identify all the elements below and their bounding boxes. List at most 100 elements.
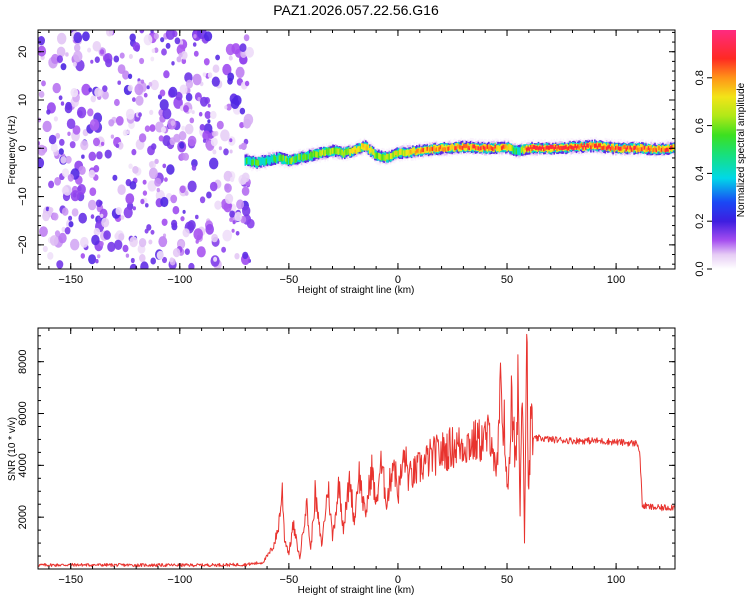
noise-blob <box>178 131 187 141</box>
ridge-cell <box>502 144 504 149</box>
ridge-cell <box>596 142 599 149</box>
noise-blob <box>87 108 94 117</box>
ridge-cell <box>622 145 625 149</box>
y-tick-label: 6000 <box>17 401 29 425</box>
ridge-cell <box>489 145 491 150</box>
noise-blob <box>185 79 193 89</box>
x-tick-label: 0 <box>395 274 401 286</box>
noise-blob <box>158 236 168 248</box>
noise-blob <box>38 36 45 46</box>
noise-blob <box>46 109 51 115</box>
noise-blob <box>125 108 135 120</box>
ridge-cell <box>264 157 266 166</box>
noise-blob <box>58 148 64 155</box>
y-tick-label: 0 <box>17 145 29 151</box>
noise-blob <box>104 149 112 159</box>
noise-blob <box>169 257 174 263</box>
noise-blob <box>93 137 100 147</box>
ridge-cell <box>328 147 330 154</box>
noise-blob <box>187 220 196 231</box>
noise-blob <box>171 61 175 66</box>
ridge-cell <box>518 147 520 156</box>
ridge-cell <box>244 157 247 166</box>
noise-blob <box>187 180 197 193</box>
spectrogram-ridge <box>244 136 675 172</box>
noise-blob <box>181 58 187 65</box>
noise-blob <box>50 143 58 153</box>
noise-blob <box>179 185 186 194</box>
noise-blob <box>126 129 131 135</box>
noise-blob <box>140 198 145 205</box>
ridge-cell <box>629 145 631 150</box>
ridge-cell <box>317 152 320 159</box>
ridge-cell <box>641 147 643 152</box>
noise-blob <box>122 70 130 80</box>
ridge-cell <box>282 154 285 161</box>
noise-blob <box>70 190 80 202</box>
ridge-cell <box>618 146 621 151</box>
ridge-cell <box>299 154 302 161</box>
spectrogram-x-label: Height of straight line (km) <box>298 285 415 296</box>
ridge-cell <box>357 146 359 153</box>
ridge-cell <box>330 148 333 154</box>
noise-blob <box>70 238 80 251</box>
ridge-cell <box>358 145 360 152</box>
noise-blob <box>38 45 47 57</box>
ridge-cell <box>367 144 370 151</box>
noise-blob <box>59 138 65 146</box>
noise-blob <box>148 81 153 87</box>
noise-blob <box>132 206 136 211</box>
noise-blob <box>221 246 227 253</box>
ridge-cell <box>485 145 487 150</box>
ridge-cell <box>258 157 261 165</box>
noise-blob <box>99 241 104 247</box>
ridge-cell <box>634 145 637 150</box>
ridge-cell <box>447 146 449 151</box>
x-tick-label: 100 <box>607 274 625 286</box>
noise-blob <box>185 93 193 102</box>
ridge-cell <box>457 145 460 152</box>
noise-blob <box>122 129 128 137</box>
ridge-cell <box>399 150 401 155</box>
noise-blob <box>123 206 133 219</box>
ridge-cell <box>347 147 350 154</box>
ridge-cell <box>529 145 532 149</box>
ridge-cell <box>594 143 596 148</box>
noise-blob <box>117 80 121 85</box>
noise-blob <box>132 97 136 102</box>
ridge-cell <box>507 144 510 151</box>
noise-blob <box>239 43 247 52</box>
ridge-cell <box>255 159 257 166</box>
noise-blob <box>156 250 164 260</box>
ridge-cell <box>451 145 453 150</box>
ridge-cell <box>446 146 448 151</box>
ridge-cell <box>600 142 603 149</box>
noise-blob <box>176 56 182 63</box>
noise-blob <box>90 95 97 103</box>
ridge-cell <box>666 147 668 152</box>
ridge-cell <box>249 157 252 166</box>
ridge-cell <box>481 144 484 149</box>
ridge-cell <box>429 147 431 152</box>
noise-blob <box>112 174 118 181</box>
noise-blob <box>170 194 178 204</box>
ridge-cell <box>477 146 480 151</box>
ridge-cell <box>351 148 354 154</box>
ridge-cell <box>276 155 278 164</box>
noise-blob <box>38 141 41 146</box>
ridge-cell <box>433 145 435 150</box>
ridge-cell <box>325 148 328 155</box>
ridge-cell <box>378 153 380 159</box>
ridge-cell <box>425 146 427 153</box>
ridge-cell <box>401 149 404 156</box>
y-tick-label: 10 <box>17 94 29 106</box>
ridge-cell <box>596 145 599 150</box>
ridge-cell <box>400 148 402 155</box>
ridge-cell <box>437 146 439 151</box>
ridge-cell <box>450 144 452 149</box>
noise-blob <box>64 227 71 235</box>
spectrogram-y-label: Frequency (Hz) <box>7 116 18 185</box>
noise-blob <box>223 148 229 156</box>
ridge-cell <box>592 142 595 147</box>
x-tick-label: 50 <box>501 574 513 586</box>
